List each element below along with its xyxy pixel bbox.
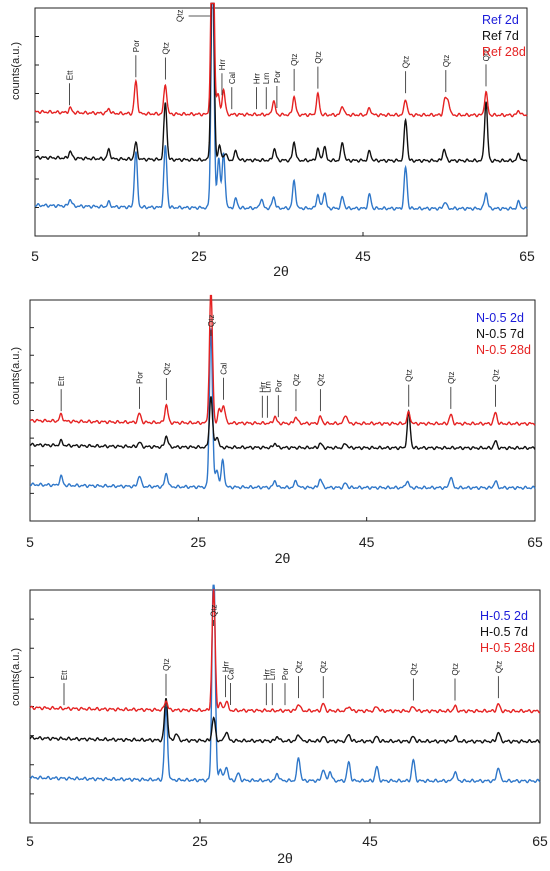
series-line-ref-28d: [34, 2, 528, 118]
peak-label: Hrr: [262, 669, 271, 680]
peak-label: Qtz: [447, 371, 456, 383]
peak-label: Qtz: [290, 53, 299, 65]
chart-panel-ref: Ett Por Qtz Qtz Hrr Cal Hrr Lrn Por Qtz Qtz Qtz Qtz Q…: [0, 0, 550, 285]
legend-entry: N-0.5 28d: [476, 343, 531, 357]
legend: Ref 2d Ref 7d Ref 28d: [482, 12, 526, 60]
x-tick-label: 25: [191, 248, 207, 264]
peak-label: Hrr: [222, 661, 231, 672]
legend: N-0.5 2d N-0.5 7d N-0.5 28d: [476, 310, 531, 358]
x-tick-label: 25: [190, 534, 207, 550]
peak-label: Hrr: [218, 59, 227, 70]
legend-entry: N-0.5 2d: [476, 311, 524, 325]
plot-frame: [29, 589, 541, 824]
peak-label: Qtz: [402, 56, 411, 68]
legend-entry: H-0.5 2d: [480, 609, 528, 623]
peak-label: Qtz: [319, 661, 328, 673]
peak-label: Qtz: [314, 51, 323, 63]
peak-label: Por: [135, 371, 144, 384]
x-tick-label: 45: [362, 833, 378, 849]
peak-label: Lrn: [268, 669, 277, 681]
peak-label: Cal: [220, 363, 229, 375]
x-axis-label: 2θ: [277, 850, 293, 866]
peak-label: Qtz: [207, 315, 216, 327]
legend-entry: Ref 7d: [482, 29, 519, 43]
y-axis-label: counts(a.u.): [10, 346, 22, 405]
x-axis-label: 2θ: [273, 263, 289, 279]
series-line-h-0-5-7d: [29, 698, 541, 744]
x-tick-label: 5: [26, 833, 34, 849]
peak-label: Lrn: [263, 381, 272, 393]
peak-label: Qtz: [161, 42, 170, 54]
peak-label: Qtz: [405, 369, 414, 381]
peak-label: Qtz: [162, 658, 171, 670]
x-tick-label: 45: [358, 534, 375, 550]
peak-label: Lrn: [262, 73, 271, 85]
legend-entry: Ref 2d: [482, 13, 519, 27]
series-line-n-0-5-7d: [29, 396, 536, 451]
x-tick-label: 45: [355, 248, 371, 264]
peak-label: Hrr: [252, 73, 261, 84]
x-tick-label: 65: [527, 534, 543, 550]
peak-label: Qtz: [442, 55, 451, 67]
chart-panel-n05: Ett Por Qtz Qtz Cal Hrr Lrn Por Qtz Qtz Qtz Qtz Qtz 5…: [0, 290, 550, 570]
peak-label: Por: [274, 379, 283, 392]
peak-label: Qtz: [316, 374, 325, 386]
peak-label: Por: [132, 39, 141, 52]
peak-label: Qtz: [494, 661, 503, 673]
series-line-n-0-5-28d: [29, 294, 536, 426]
peak-label: Qtz: [210, 605, 219, 617]
legend-entry: Ref 28d: [482, 45, 526, 59]
peak-label: Qtz: [482, 49, 491, 61]
peak-label: Cal: [227, 668, 236, 680]
x-tick-label: 65: [519, 248, 535, 264]
legend-entry: N-0.5 7d: [476, 327, 524, 341]
peak-label: Qtz: [491, 369, 500, 381]
peak-label: Qtz: [292, 374, 301, 386]
peak-label: Qtz: [176, 10, 185, 22]
x-tick-label: 65: [532, 833, 548, 849]
y-axis-label: counts(a.u.): [10, 41, 22, 100]
series-line-n-0-5-2d: [29, 328, 536, 491]
peak-label: Qtz: [295, 661, 304, 673]
peak-label: Por: [281, 667, 290, 680]
peak-label: Cal: [228, 72, 237, 84]
peak-label: Por: [273, 70, 282, 83]
peak-label: Ett: [65, 70, 74, 81]
y-axis-label: counts(a.u.): [10, 647, 22, 706]
peak-label: Qtz: [162, 363, 171, 375]
x-tick-label: 5: [31, 248, 39, 264]
peak-label: Ett: [60, 670, 69, 681]
chart-panel-h05: Ett Qtz Qtz Hrr Cal Hrr Lrn Por Qtz Qtz Qtz Qtz Qtz 5…: [0, 578, 550, 871]
peak-label: Qtz: [451, 663, 460, 675]
x-tick-label: 5: [26, 534, 34, 550]
series-line-h-0-5-2d: [29, 584, 541, 784]
legend-entry: H-0.5 7d: [480, 625, 528, 639]
legend: H-0.5 2d H-0.5 7d H-0.5 28d: [480, 608, 535, 656]
legend-entry: H-0.5 28d: [480, 641, 535, 655]
peak-label: Hrr: [258, 381, 267, 392]
peak-label: Qtz: [409, 663, 418, 675]
series-line-ref-7d: [34, 2, 528, 164]
series-line-h-0-5-28d: [29, 588, 541, 714]
x-tick-label: 25: [192, 833, 208, 849]
x-axis-label: 2θ: [274, 550, 291, 566]
peak-label: Ett: [57, 376, 66, 387]
series-line-ref-2d: [34, 2, 528, 211]
